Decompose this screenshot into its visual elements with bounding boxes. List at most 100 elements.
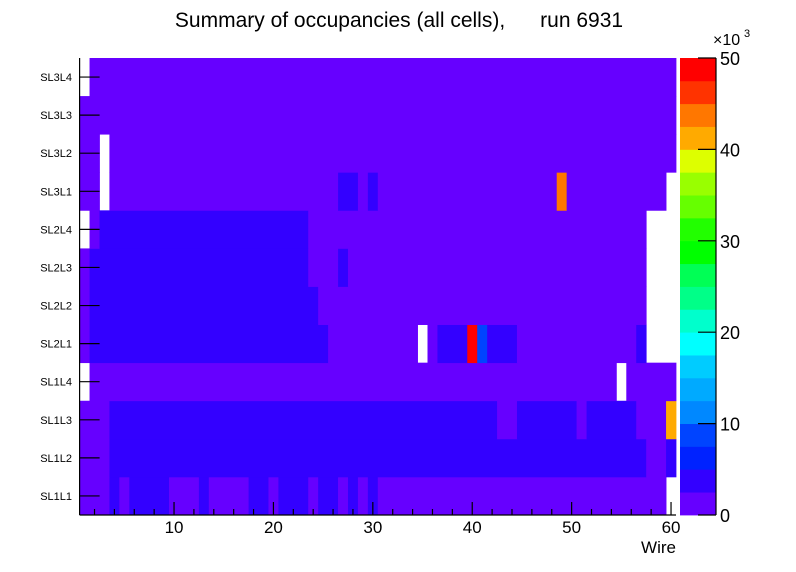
heatmap-cell [109,134,677,173]
color-scale-tick-label: 30 [720,232,740,252]
heatmap-cell [367,172,379,211]
heatmap-cell [109,476,120,516]
color-scale-band [680,309,716,333]
y-tick-label: SL1L1 [40,491,72,503]
color-scale-band [680,172,716,196]
heatmap-cell [556,172,568,211]
heatmap-cell [666,400,677,440]
heatmap-cell [308,248,339,287]
heatmap-cell [308,210,647,249]
y-tick-label: SL2L2 [40,301,72,313]
heatmap-cell [308,476,319,516]
heatmap-cell [278,476,309,516]
heatmap-cell [367,476,379,516]
color-scale-band [680,400,716,424]
heatmap-cell [89,286,319,325]
heatmap-cell [497,400,518,440]
heatmap-cell [646,438,667,478]
color-scale-band [680,446,716,470]
heatmap-cell [338,248,349,287]
heatmap-cell [427,324,438,364]
heatmap-cell [377,172,558,211]
color-scale-band [680,377,716,402]
heatmap-cell [586,400,637,440]
heatmap-cell [516,400,577,440]
y-tick-label: SL2L3 [40,262,72,274]
x-axis-label: Wire [641,538,676,557]
color-scale-band [680,80,716,105]
heatmap-cell [208,476,249,516]
x-tick-label: 30 [363,518,382,537]
chart-title: Summary of occupancies (all cells), run … [175,9,623,32]
heatmap-cell [347,248,647,287]
color-scale: 0 10 20 30 40 50 [680,49,740,526]
heatmap-cell [79,96,677,135]
y-tick-label: SL2L4 [40,224,72,236]
y-tick-label: SL3L4 [40,72,72,84]
color-scale-band [680,126,716,150]
heatmap-cell [477,324,488,364]
heatmap-cell [318,476,339,516]
color-scale-band [680,195,716,219]
x-tick-label: 20 [264,518,283,537]
heatmap-cell [119,476,130,516]
z-exponent-base: ×10 [713,32,740,49]
y-tick-label: SL3L1 [40,186,72,198]
heatmap-cell [89,324,329,364]
color-scale-tick-label: 20 [720,323,740,343]
heatmap-cell [357,172,369,211]
heatmap-cell [318,286,647,325]
heatmap-cell [377,476,667,516]
heatmap-cell [129,476,170,516]
heatmap-cell [89,58,677,97]
color-scale-band [680,217,716,242]
y-tick-label: SL2L1 [40,339,72,351]
x-tick-label: 40 [463,518,482,537]
heatmap-cell [268,476,279,516]
y-tick-label: SL3L3 [40,110,72,122]
color-scale-band [680,423,716,447]
color-scale-band [680,332,716,356]
y-tick-label: SL1L3 [40,415,72,427]
color-scale-tick-label: 40 [720,140,740,160]
heatmap-cell [357,476,369,516]
heatmap-cell [636,400,667,440]
color-scale-band [680,149,716,173]
heatmap-cell [666,438,677,478]
axes: SL1L1 SL1L2 SL1L3 SL1L4 SL2L1 SL2L2 SL2L3 SL2L4… [40,58,680,537]
color-scale-band [680,240,716,265]
heatmap-cell [626,362,677,402]
color-scale-band [680,103,716,127]
y-tick-label: SL1L2 [40,453,72,465]
heatmap-cell [109,172,339,211]
heatmap-cell [516,324,637,364]
heatmap-cell [566,172,667,211]
heatmap-cells [79,58,677,516]
color-scale-band [680,469,716,493]
heatmap-cell [437,324,468,364]
heatmap-cell [198,476,210,516]
heatmap-cell [328,324,418,364]
heatmap-cell [467,324,478,364]
color-scale-band [680,355,716,379]
heatmap-cell [636,324,647,364]
color-scale-tick-label: 50 [720,49,740,69]
z-exponent-power: 3 [744,28,750,40]
x-tick-label: 60 [662,518,681,537]
heatmap-cell [487,324,518,364]
y-tick-label: SL1L4 [40,377,72,389]
heatmap-cell [109,400,498,440]
color-scale-tick-label: 10 [720,415,740,435]
heatmap-cell [248,476,269,516]
color-scale-band [680,58,716,82]
heatmap-cell [338,172,359,211]
heatmap-cell [89,248,309,287]
heatmap-cell [99,210,309,249]
color-scale-band [680,492,716,516]
y-tick-label: SL3L2 [40,148,72,160]
color-scale-tick-label: 0 [720,506,730,526]
heatmap-cell [109,438,647,478]
heatmap-cell [576,400,587,440]
heatmap-cell [89,362,617,402]
